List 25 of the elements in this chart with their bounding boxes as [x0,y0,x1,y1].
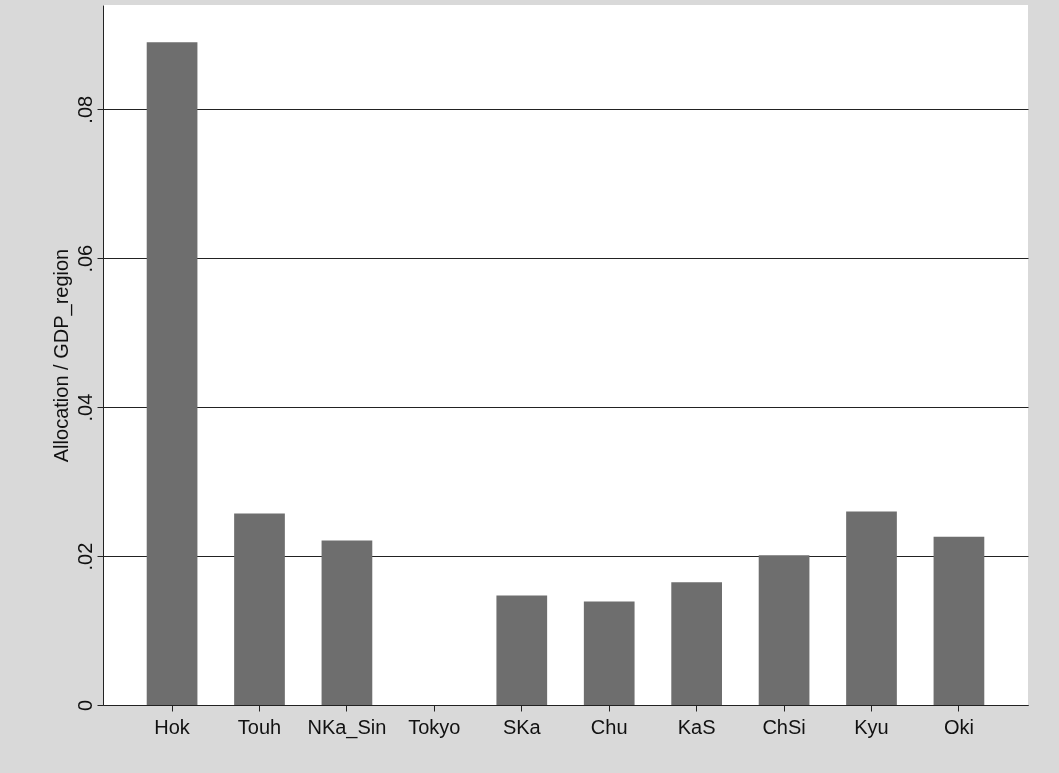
x-tick-label: Chu [590,715,628,738]
bar [583,601,635,705]
y-tick-label: .06 [73,244,96,273]
y-tick-label: 0 [73,699,96,712]
bar [933,536,985,705]
y-tick-label: .04 [73,393,96,422]
x-tick-label: Touh [237,715,282,738]
x-tick-label: Kyu [854,715,889,738]
x-tick-label: SKa [502,715,542,738]
bar [234,513,285,705]
bar [758,555,810,705]
bar [146,42,198,705]
x-tick-label: Oki [943,715,974,738]
bar [496,595,548,705]
y-tick-label: .02 [73,542,96,571]
x-tick-label: KaS [677,715,716,738]
x-tick-label: ChSi [762,715,806,738]
y-tick-label: .08 [73,95,96,124]
bar [671,582,722,705]
x-tick-label: NKa_Sin [307,715,387,739]
x-tick-label: Hok [154,715,191,738]
bar [846,511,897,705]
y-axis-title: Allocation / GDP_region [49,248,73,463]
x-tick-label: Tokyo [408,715,461,738]
bar [321,540,373,705]
